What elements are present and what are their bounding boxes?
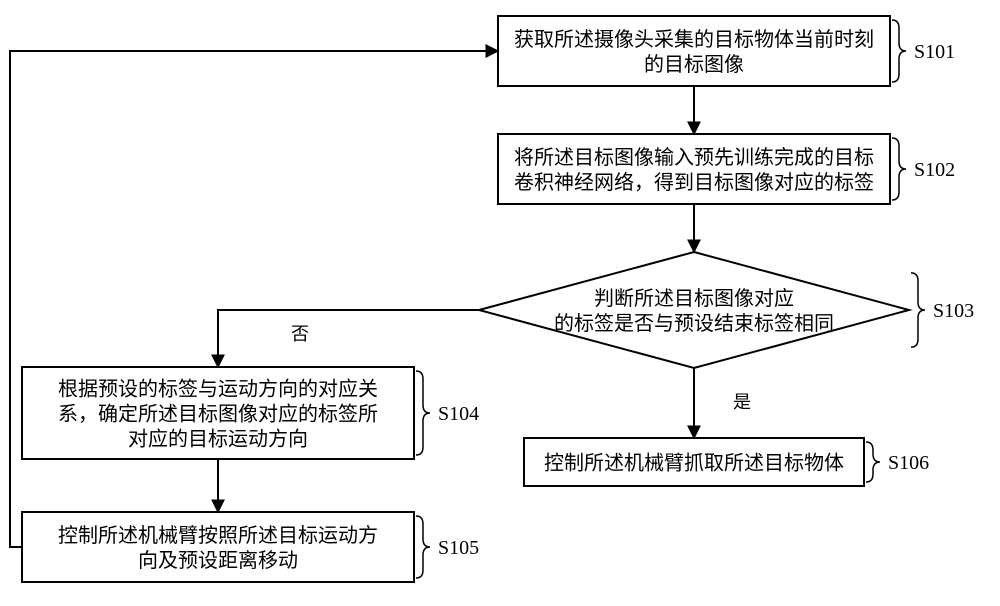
edge-label: 否 (291, 324, 309, 344)
step-label: S105 (438, 537, 479, 559)
node-s103: 判断所述目标图像对应的标签是否与预设结束标签相同 (479, 252, 909, 368)
svg-text:根据预设的标签与运动方向的对应关: 根据预设的标签与运动方向的对应关 (58, 378, 378, 401)
svg-text:卷积神经网络，得到目标图像对应的标签: 卷积神经网络，得到目标图像对应的标签 (514, 171, 874, 194)
svg-text:判断所述目标图像对应: 判断所述目标图像对应 (594, 287, 794, 310)
svg-text:控制所述机械臂按照所述目标运动方: 控制所述机械臂按照所述目标运动方 (58, 524, 378, 547)
step-label: S106 (888, 452, 929, 474)
node-s102: 将所述目标图像输入预先训练完成的目标卷积神经网络，得到目标图像对应的标签 (498, 134, 890, 204)
svg-text:的标签是否与预设结束标签相同: 的标签是否与预设结束标签相同 (554, 312, 834, 335)
node-s106: 控制所述机械臂抓取所述目标物体 (524, 438, 864, 486)
edge-label: 是 (733, 392, 751, 412)
step-label: S104 (438, 403, 479, 425)
svg-text:对应的目标运动方向: 对应的目标运动方向 (128, 428, 308, 451)
node-s101: 获取所述摄像头采集的目标物体当前时刻的目标图像 (498, 16, 890, 86)
step-label: S102 (914, 159, 955, 181)
svg-text:获取所述摄像头采集的目标物体当前时刻: 获取所述摄像头采集的目标物体当前时刻 (514, 28, 874, 51)
node-s104: 根据预设的标签与运动方向的对应关系，确定所述目标图像对应的标签所对应的目标运动方… (22, 367, 414, 459)
svg-text:系，确定所述目标图像对应的标签所: 系，确定所述目标图像对应的标签所 (58, 403, 378, 426)
step-label: S101 (914, 41, 955, 63)
svg-text:向及预设距离移动: 向及预设距离移动 (138, 549, 298, 572)
step-label: S103 (933, 300, 974, 322)
svg-text:的目标图像: 的目标图像 (644, 53, 744, 76)
edge (218, 310, 479, 367)
svg-text:将所述目标图像输入预先训练完成的目标: 将所述目标图像输入预先训练完成的目标 (514, 146, 874, 169)
edge (10, 51, 498, 547)
svg-text:控制所述机械臂抓取所述目标物体: 控制所述机械臂抓取所述目标物体 (544, 452, 844, 475)
node-s105: 控制所述机械臂按照所述目标运动方向及预设距离移动 (22, 512, 414, 582)
